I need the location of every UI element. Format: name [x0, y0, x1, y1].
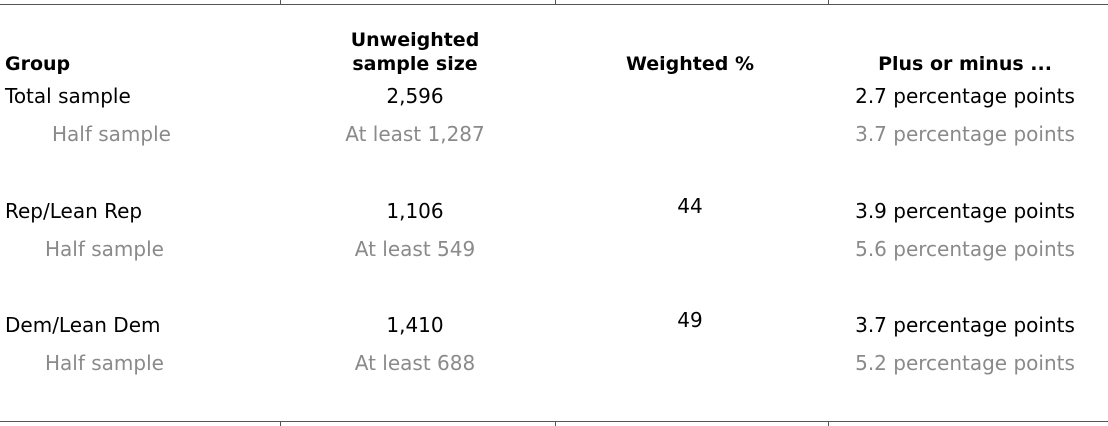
weighted-percent: 49: [677, 308, 703, 332]
header-sample-size: sample size: [352, 53, 478, 75]
header-moe: Plus or minus ...: [878, 53, 1052, 75]
half-sample-moe: 5.6 percentage points: [855, 237, 1075, 261]
header-weighted: Weighted %: [625, 53, 755, 75]
weighted-percent: 44: [677, 194, 703, 218]
half-sample-moe: 5.2 percentage points: [855, 351, 1075, 375]
group-label: Dem/Lean Dem: [5, 313, 161, 337]
group-label: Rep/Lean Rep: [5, 199, 143, 223]
group-label: Total sample: [5, 84, 131, 108]
column-divider: [280, 0, 281, 5]
half-sample-size: At least 549: [354, 237, 476, 261]
header-group: Group: [5, 53, 71, 75]
margin-of-error: 3.7 percentage points: [855, 313, 1075, 337]
margin-of-error: 3.9 percentage points: [855, 199, 1075, 223]
sample-size: 1,410: [386, 313, 444, 337]
half-sample-label: Half sample: [52, 122, 171, 146]
sample-size: 1,106: [386, 199, 444, 223]
top-rule: [0, 4, 1108, 5]
header-sample-size: Unweighted: [350, 29, 480, 51]
half-sample-size: At least 1,287: [345, 122, 485, 146]
sample-size: 2,596: [386, 84, 444, 108]
column-divider: [280, 421, 281, 426]
half-sample-label: Half sample: [45, 351, 164, 375]
half-sample-size: At least 688: [354, 351, 476, 375]
margin-of-error: 2.7 percentage points: [855, 84, 1075, 108]
column-divider: [555, 0, 556, 5]
column-divider: [828, 0, 829, 5]
column-divider: [828, 421, 829, 426]
half-sample-moe: 3.7 percentage points: [855, 122, 1075, 146]
column-divider: [555, 421, 556, 426]
half-sample-label: Half sample: [45, 237, 164, 261]
bottom-rule: [0, 421, 1108, 422]
